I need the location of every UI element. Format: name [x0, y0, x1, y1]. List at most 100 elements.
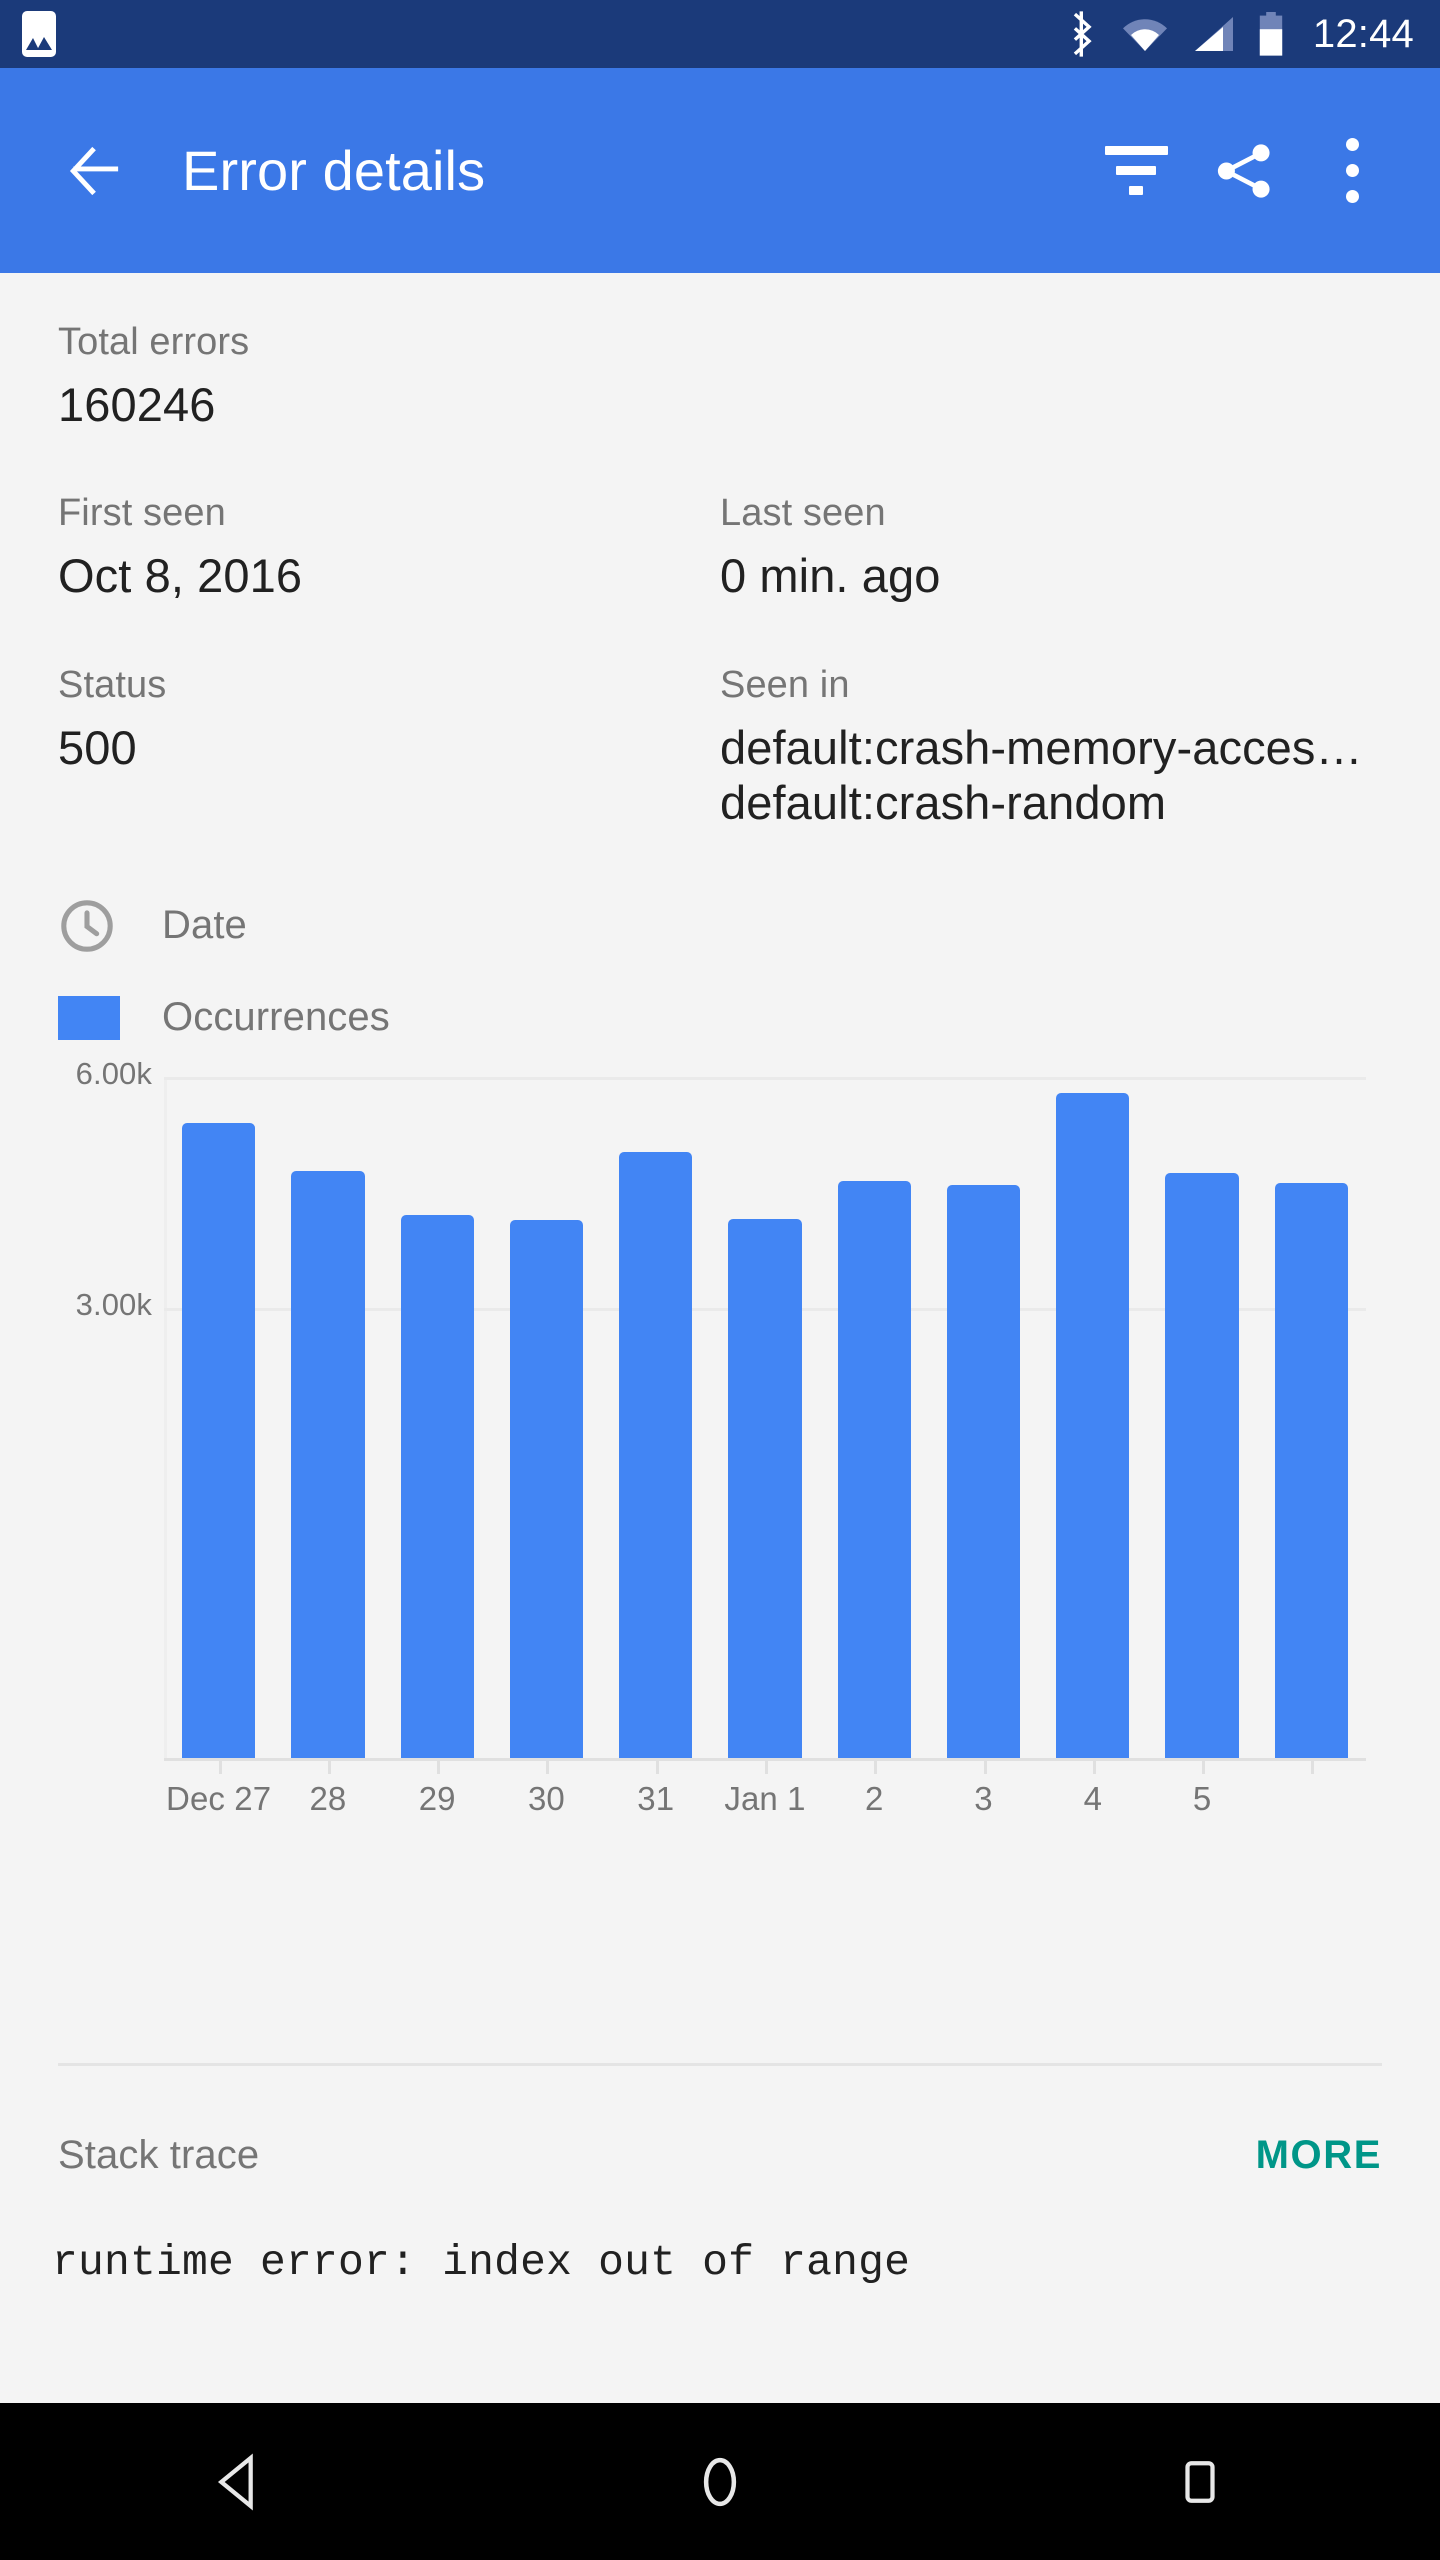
y-axis-tick-label: 3.00k — [75, 1286, 152, 1322]
x-axis-tick-label: 4 — [1083, 1779, 1103, 1817]
grid-line — [164, 1076, 1366, 1080]
detail-row: Total errors 160246 — [58, 323, 1382, 432]
chart-bar[interactable] — [837, 1181, 911, 1758]
chart-bar[interactable] — [291, 1171, 365, 1758]
detail-value: 0 min. ago — [720, 549, 941, 603]
legend-item-date: Date — [58, 895, 1382, 957]
detail-row: Status 500 Seen in default:crash-memory-… — [58, 666, 1382, 831]
chart-bar[interactable] — [946, 1185, 1021, 1758]
section-divider — [58, 2063, 1382, 2066]
occurrences-bar-chart: 6.00k 3.00k Dec 27 28 29 30 31 Jan 1 2 3 4 5 — [0, 1056, 1440, 1817]
x-axis-tick — [327, 1760, 331, 1774]
detail-label: Last seen — [720, 492, 886, 535]
y-axis-tick-label: 6.00k — [75, 1055, 152, 1091]
detail-row: First seen Oct 8, 2016 Last seen 0 min. … — [58, 494, 1382, 603]
x-axis-tick — [983, 1760, 987, 1774]
x-axis-tick — [765, 1760, 768, 1774]
circle-home-icon — [703, 2457, 737, 2506]
chart-plot-area: 6.00k 3.00k Dec 27 28 29 30 31 Jan 1 2 3 4 5 — [0, 1056, 1440, 1987]
x-axis-tick — [655, 1760, 659, 1774]
bar-series-occurrences — [164, 1077, 1366, 1758]
chart-bar[interactable] — [1274, 1182, 1348, 1758]
detail-value: Oct 8, 2016 — [58, 549, 303, 603]
detail-value: 500 — [58, 720, 137, 774]
content-area: Total errors 160246 First seen Oct 8, 20… — [0, 273, 1440, 2403]
cellular-signal-icon — [1191, 15, 1235, 53]
detail-label: Status — [58, 663, 167, 706]
detail-status: Status 500 — [58, 666, 720, 831]
detail-seen-in: Seen in default:crash-memory-acces… defau… — [720, 666, 1382, 831]
legend-label: Occurrences — [162, 995, 390, 1040]
triangle-back-icon — [217, 2452, 253, 2511]
detail-label: Seen in — [720, 663, 850, 706]
x-axis-tick-label: 2 — [865, 1779, 884, 1817]
share-icon[interactable] — [1190, 117, 1298, 225]
nav-back-button[interactable] — [0, 2403, 480, 2560]
chart-bar[interactable] — [1165, 1173, 1239, 1758]
detail-value: default:crash-memory-acces… default:crash… — [720, 720, 1382, 831]
bluetooth-icon — [1065, 11, 1099, 57]
detail-first-seen: First seen Oct 8, 2016 — [58, 494, 720, 603]
detail-total-errors: Total errors 160246 — [58, 323, 1382, 432]
chart-bar[interactable] — [728, 1219, 802, 1758]
x-axis-tick — [1202, 1760, 1206, 1774]
android-navigation-bar — [0, 2403, 1440, 2560]
x-axis-tick — [874, 1760, 878, 1774]
x-axis-tick — [1311, 1760, 1315, 1774]
chart-bar[interactable] — [509, 1219, 584, 1758]
legend-label: Date — [162, 903, 247, 948]
seen-in-line: default:crash-random — [720, 776, 1167, 830]
app-bar-actions — [1082, 117, 1440, 225]
stack-trace-more-button[interactable]: MORE — [1255, 2133, 1382, 2177]
legend-item-occurrences: Occurrences — [58, 987, 1382, 1049]
x-axis-tick-label: 5 — [1192, 1779, 1212, 1817]
detail-label: First seen — [58, 492, 226, 535]
image-notification-icon — [22, 11, 56, 57]
clock-icon — [58, 897, 120, 955]
filter-icon[interactable] — [1082, 117, 1190, 225]
status-bar-left — [0, 11, 56, 57]
x-axis-tick — [546, 1760, 550, 1774]
spacer — [58, 604, 1382, 666]
x-axis-tick-label: 28 — [309, 1779, 347, 1817]
chart-bar[interactable] — [1056, 1092, 1130, 1758]
chart-bar[interactable] — [619, 1151, 693, 1758]
overflow-menu-icon[interactable] — [1298, 117, 1406, 225]
stack-trace-body: runtime error: index out of range — [52, 2238, 911, 2287]
y-axis-line — [164, 1076, 167, 1758]
nav-home-button[interactable] — [480, 2403, 960, 2560]
status-bar-clock: 12:44 — [1312, 11, 1414, 56]
x-axis-tick-label: 30 — [527, 1779, 565, 1817]
chart-bar[interactable] — [400, 1215, 474, 1758]
color-swatch — [58, 995, 120, 1040]
stack-trace-title: Stack trace — [58, 2133, 260, 2177]
spacer — [58, 432, 1382, 494]
x-axis-tick-label: 3 — [974, 1779, 993, 1817]
app-bar: Error details — [0, 68, 1440, 273]
wifi-icon — [1121, 16, 1169, 52]
detail-value: 160246 — [58, 378, 216, 431]
x-axis-tick — [218, 1760, 222, 1774]
x-axis-tick-label: Jan 1 — [724, 1779, 806, 1817]
x-axis-tick — [1092, 1760, 1096, 1774]
x-axis-tick-label: 31 — [637, 1779, 675, 1817]
chart-legend: Date Occurrences — [0, 895, 1440, 1049]
nav-recents-button[interactable] — [960, 2403, 1440, 2560]
error-details-fields: Total errors 160246 First seen Oct 8, 20… — [0, 273, 1440, 831]
detail-last-seen: Last seen 0 min. ago — [720, 494, 1382, 603]
status-bar: 12:44 — [0, 0, 1440, 68]
chart-bar[interactable] — [182, 1123, 256, 1758]
x-axis-tick-label: Dec 27 — [166, 1779, 272, 1817]
x-axis-tick-label: 29 — [418, 1779, 456, 1817]
detail-label: Total errors — [58, 321, 250, 363]
arrow-back-icon[interactable] — [46, 122, 144, 220]
page-title: Error details — [182, 139, 486, 202]
status-bar-right: 12:44 — [1065, 11, 1440, 57]
square-recents-icon — [1185, 2460, 1215, 2503]
battery-icon — [1257, 12, 1285, 56]
seen-in-line: default:crash-memory-acces… — [720, 720, 1363, 774]
x-axis-tick — [437, 1760, 441, 1774]
stack-trace-header: Stack trace MORE — [58, 2133, 1382, 2178]
x-axis-line — [164, 1757, 1366, 1761]
